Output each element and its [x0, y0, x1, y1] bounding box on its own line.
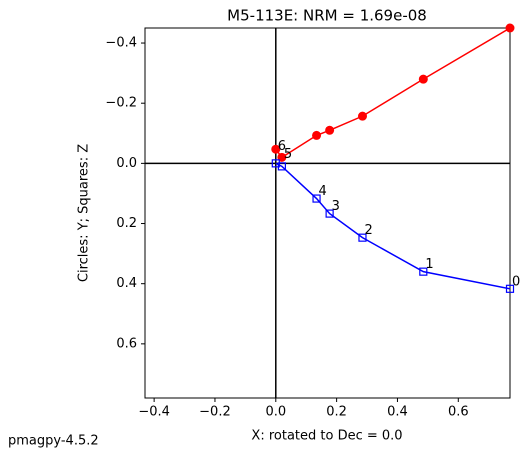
point-square — [419, 267, 428, 276]
point-label: 0 — [512, 274, 520, 289]
x-tick-label: 0.4 — [387, 405, 408, 420]
y-tick-label: 0.6 — [116, 336, 137, 351]
point-square — [312, 194, 321, 203]
plot-frame — [144, 27, 511, 399]
footer: pmagpy-4.5.2 — [8, 434, 99, 449]
point-circle — [505, 23, 515, 33]
series-line — [275, 27, 511, 159]
chart-title: M5-113E: NRM = 1.69e-08 — [227, 7, 427, 25]
series-line — [275, 162, 511, 290]
point-label: 6 — [278, 139, 286, 154]
point-label: 1 — [425, 257, 433, 272]
point-circle — [271, 144, 281, 154]
x-tick-label: −0.4 — [138, 405, 170, 420]
point-square — [271, 159, 280, 168]
point-label: 3 — [332, 199, 340, 214]
x-tick-label: 0.2 — [326, 405, 347, 420]
x-tick-label: −0.2 — [199, 405, 231, 420]
y-tick-label: −0.2 — [105, 96, 137, 111]
point-circle — [418, 74, 428, 84]
y-axis-label: Circles: Y; Squares: Z — [77, 144, 92, 282]
point-circle — [312, 130, 322, 140]
y-tick-label: −0.4 — [105, 36, 137, 51]
point-circle — [325, 125, 335, 135]
point-square — [325, 209, 334, 218]
point-label: 5 — [284, 147, 292, 162]
x-tick-label: 0.0 — [265, 405, 286, 420]
point-label: 4 — [319, 184, 327, 199]
x-axis-label: X: rotated to Dec = 0.0 — [251, 429, 402, 444]
y-tick-label: 0.0 — [116, 156, 137, 171]
point-circle — [357, 111, 367, 121]
point-label: 2 — [364, 223, 372, 238]
point-square — [358, 233, 367, 242]
point-square — [505, 284, 515, 293]
y-tick-label: 0.4 — [116, 276, 137, 291]
x-tick-label: 0.6 — [448, 405, 469, 420]
y-tick-label: 0.2 — [116, 216, 137, 231]
